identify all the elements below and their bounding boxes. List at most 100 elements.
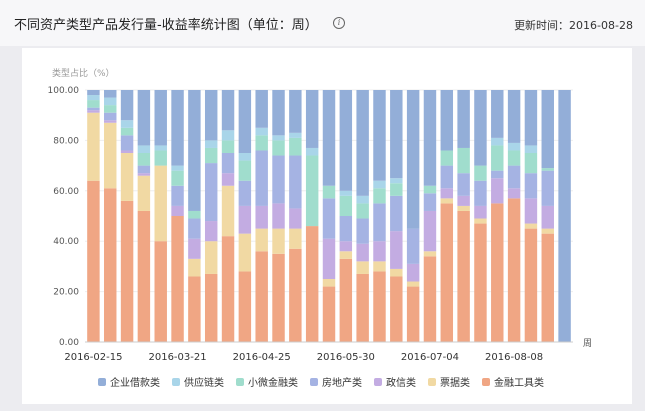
bar-segment[interactable] xyxy=(356,273,369,342)
bar-segment[interactable] xyxy=(171,165,184,171)
bar-segment[interactable] xyxy=(137,173,151,176)
bar-segment[interactable] xyxy=(541,233,554,342)
bar-segment[interactable] xyxy=(474,165,487,181)
bar-segment[interactable] xyxy=(406,90,420,229)
bar-segment[interactable] xyxy=(104,97,117,106)
bar-segment[interactable] xyxy=(255,90,268,128)
bar-segment[interactable] xyxy=(491,203,504,342)
bar-segment[interactable] xyxy=(87,90,100,96)
bar-segment[interactable] xyxy=(238,205,252,234)
bar-segment[interactable] xyxy=(104,188,117,342)
bar-segment[interactable] xyxy=(440,198,454,204)
bar-segment[interactable] xyxy=(154,145,167,151)
bar-segment[interactable] xyxy=(491,90,504,138)
bar-segment[interactable] xyxy=(339,195,353,216)
bar-segment[interactable] xyxy=(238,90,252,153)
bar-segment[interactable] xyxy=(272,228,285,254)
bar-segment[interactable] xyxy=(339,258,353,342)
bar-segment[interactable] xyxy=(255,228,268,252)
bar-segment[interactable] xyxy=(289,137,302,156)
bar-segment[interactable] xyxy=(154,241,167,342)
bar-segment[interactable] xyxy=(457,195,470,206)
bar-segment[interactable] xyxy=(204,140,218,148)
bar-segment[interactable] xyxy=(188,218,201,239)
bar-segment[interactable] xyxy=(137,153,151,166)
bar-segment[interactable] xyxy=(339,216,353,242)
bar-segment[interactable] xyxy=(507,198,521,342)
bar-segment[interactable] xyxy=(221,90,235,131)
bar-segment[interactable] xyxy=(104,90,117,98)
bar-segment[interactable] xyxy=(390,231,403,269)
bar-segment[interactable] xyxy=(154,150,167,166)
bar-segment[interactable] xyxy=(507,90,521,143)
bar-segment[interactable] xyxy=(524,145,538,153)
bar-segment[interactable] xyxy=(373,188,386,204)
bar-segment[interactable] xyxy=(255,205,268,229)
bar-segment[interactable] xyxy=(390,178,403,184)
bar-segment[interactable] xyxy=(457,173,470,196)
bar-segment[interactable] xyxy=(289,155,302,209)
bar-segment[interactable] xyxy=(188,258,201,277)
bar-segment[interactable] xyxy=(457,147,470,174)
bar-segment[interactable] xyxy=(406,228,420,264)
bar-segment[interactable] xyxy=(491,170,504,179)
bar-segment[interactable] xyxy=(87,112,100,181)
bar-segment[interactable] xyxy=(188,276,201,342)
bar-segment[interactable] xyxy=(373,203,386,242)
bar-segment[interactable] xyxy=(440,90,454,151)
bar-segment[interactable] xyxy=(120,120,134,128)
bar-segment[interactable] xyxy=(120,200,134,342)
bar-segment[interactable] xyxy=(221,185,235,237)
bar-segment[interactable] xyxy=(255,135,268,151)
bar-segment[interactable] xyxy=(322,279,336,287)
bar-segment[interactable] xyxy=(356,243,369,262)
bar-segment[interactable] xyxy=(373,90,386,181)
bar-segment[interactable] xyxy=(289,90,302,133)
bar-segment[interactable] xyxy=(204,221,218,242)
bar-segment[interactable] xyxy=(221,130,235,141)
legend-item[interactable]: 政信类 xyxy=(374,376,416,389)
bar-segment[interactable] xyxy=(272,253,285,342)
bar-segment[interactable] xyxy=(171,90,184,166)
bar-segment[interactable] xyxy=(390,90,403,179)
bar-segment[interactable] xyxy=(272,135,285,141)
bar-segment[interactable] xyxy=(322,90,336,186)
bar-segment[interactable] xyxy=(120,153,134,201)
bar-segment[interactable] xyxy=(238,160,252,181)
bar-segment[interactable] xyxy=(507,165,521,189)
bar-segment[interactable] xyxy=(120,135,134,151)
bar-segment[interactable] xyxy=(154,90,167,146)
bar-segment[interactable] xyxy=(524,153,538,174)
bar-segment[interactable] xyxy=(322,198,336,239)
bar-segment[interactable] xyxy=(322,286,336,342)
bar-segment[interactable] xyxy=(474,223,487,342)
bar-segment[interactable] xyxy=(171,185,184,206)
bar-segment[interactable] xyxy=(507,150,521,166)
bar-segment[interactable] xyxy=(272,140,285,156)
bar-segment[interactable] xyxy=(272,90,285,136)
bar-segment[interactable] xyxy=(423,210,437,252)
bar-segment[interactable] xyxy=(406,286,420,342)
bar-segment[interactable] xyxy=(204,273,218,342)
bar-segment[interactable] xyxy=(238,153,252,161)
bar-segment[interactable] xyxy=(204,163,218,222)
bar-segment[interactable] xyxy=(440,188,454,199)
bar-segment[interactable] xyxy=(356,90,369,196)
bar-segment[interactable] xyxy=(171,170,184,186)
bar-segment[interactable] xyxy=(120,90,134,121)
bar-segment[interactable] xyxy=(221,173,235,186)
bar-segment[interactable] xyxy=(558,90,571,342)
bar-segment[interactable] xyxy=(507,142,521,151)
bar-segment[interactable] xyxy=(356,218,369,244)
bar-segment[interactable] xyxy=(120,150,134,153)
bar-segment[interactable] xyxy=(255,150,268,206)
bar-segment[interactable] xyxy=(289,228,302,249)
bar-segment[interactable] xyxy=(474,218,487,224)
bar-segment[interactable] xyxy=(491,145,504,171)
bar-segment[interactable] xyxy=(289,208,302,229)
legend-item[interactable]: 企业借款类 xyxy=(98,376,160,389)
bar-segment[interactable] xyxy=(524,173,538,199)
bar-segment[interactable] xyxy=(423,193,437,211)
bar-segment[interactable] xyxy=(188,90,201,211)
bar-segment[interactable] xyxy=(339,90,353,191)
